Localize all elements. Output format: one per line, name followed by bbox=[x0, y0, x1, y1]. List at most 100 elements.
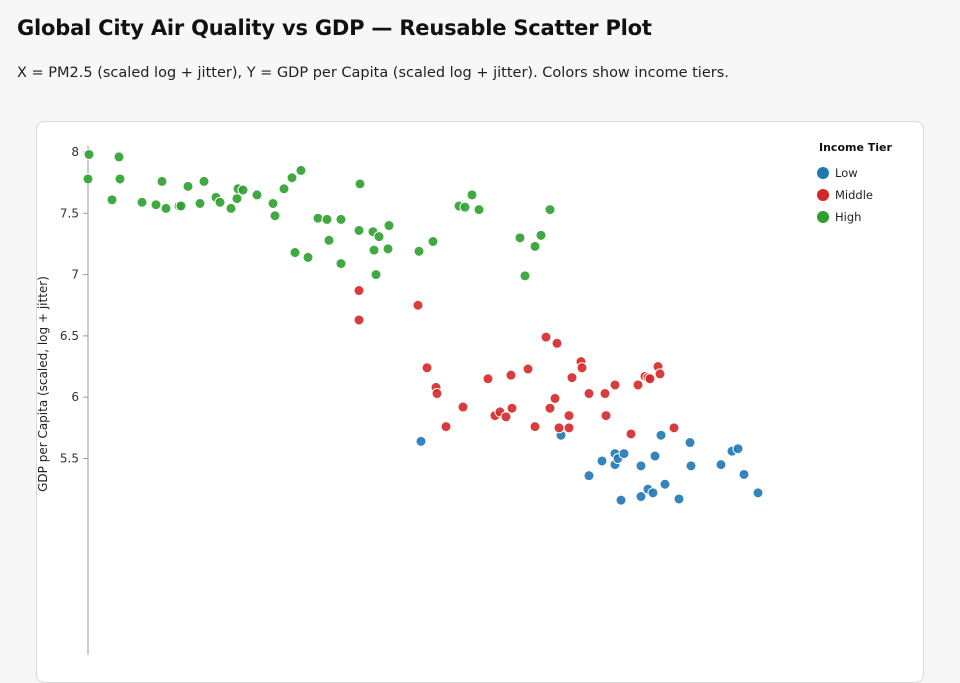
point-high bbox=[106, 194, 118, 206]
point-low bbox=[659, 478, 671, 490]
point-middle bbox=[566, 372, 578, 384]
point-middle bbox=[505, 369, 517, 381]
point-low bbox=[415, 435, 427, 447]
point-middle bbox=[529, 421, 541, 433]
y-tick-label: 8 bbox=[71, 145, 79, 159]
point-middle bbox=[600, 410, 612, 422]
point-middle bbox=[482, 373, 494, 385]
point-low bbox=[615, 494, 627, 506]
point-high bbox=[295, 164, 307, 176]
point-high bbox=[237, 184, 249, 196]
points-layer bbox=[82, 148, 764, 506]
point-middle bbox=[353, 285, 365, 297]
point-middle bbox=[540, 331, 552, 343]
point-middle bbox=[583, 388, 595, 400]
point-high bbox=[514, 232, 526, 244]
point-high bbox=[302, 251, 314, 263]
point-high bbox=[382, 243, 394, 255]
point-high bbox=[286, 172, 298, 184]
point-low bbox=[647, 487, 659, 499]
legend-swatch bbox=[817, 211, 829, 223]
point-middle bbox=[549, 392, 561, 404]
y-tick-label: 7.5 bbox=[60, 206, 79, 220]
point-high bbox=[231, 193, 243, 205]
point-low bbox=[684, 437, 696, 449]
page-title: Global City Air Quality vs GDP — Reusabl… bbox=[17, 16, 652, 40]
legend-label: Middle bbox=[835, 188, 873, 202]
point-high bbox=[519, 270, 531, 282]
point-middle bbox=[431, 388, 443, 400]
point-low bbox=[715, 459, 727, 471]
point-high bbox=[529, 240, 541, 252]
point-high bbox=[267, 197, 279, 209]
point-high bbox=[373, 231, 385, 243]
point-high bbox=[156, 175, 168, 187]
point-high bbox=[113, 151, 125, 163]
legend-label: High bbox=[835, 210, 861, 224]
point-low bbox=[685, 460, 697, 472]
point-low bbox=[732, 443, 744, 455]
point-middle bbox=[563, 422, 575, 434]
point-high bbox=[544, 204, 556, 216]
legend: Income Tier Low Middle High bbox=[817, 141, 892, 224]
point-high bbox=[225, 202, 237, 214]
legend-label: Low bbox=[835, 166, 858, 180]
point-high bbox=[269, 210, 281, 222]
y-axis: 8 7.5 7 6.5 6 5.5 bbox=[60, 145, 89, 655]
point-middle bbox=[544, 402, 556, 414]
y-axis-label: GDP per Capita (scaled, log + jitter) bbox=[36, 276, 50, 492]
point-low bbox=[618, 448, 630, 460]
point-high bbox=[251, 189, 263, 201]
point-middle bbox=[551, 337, 563, 349]
point-high bbox=[535, 229, 547, 241]
point-high bbox=[354, 178, 366, 190]
point-middle bbox=[576, 362, 588, 374]
point-high bbox=[136, 196, 148, 208]
point-low bbox=[655, 429, 667, 441]
point-middle bbox=[599, 388, 611, 400]
point-middle bbox=[668, 422, 680, 434]
point-low bbox=[752, 487, 764, 499]
point-high bbox=[335, 213, 347, 225]
point-high bbox=[321, 213, 333, 225]
point-high bbox=[413, 245, 425, 257]
y-tick-label: 6 bbox=[71, 390, 79, 404]
point-middle bbox=[412, 299, 424, 311]
scatter-plot: 8 7.5 7 6.5 6 5.5 GDP per Capita (scaled, log… bbox=[36, 141, 892, 655]
point-high bbox=[368, 244, 380, 256]
point-middle bbox=[553, 422, 565, 434]
point-high bbox=[150, 199, 162, 211]
point-middle bbox=[500, 411, 512, 423]
point-middle bbox=[440, 421, 452, 433]
point-middle bbox=[644, 373, 656, 385]
point-middle bbox=[654, 368, 666, 380]
point-high bbox=[466, 189, 478, 201]
point-high bbox=[182, 180, 194, 192]
point-middle bbox=[457, 401, 469, 413]
point-low bbox=[596, 455, 608, 467]
point-low bbox=[583, 470, 595, 482]
point-high bbox=[214, 196, 226, 208]
y-tick-label: 5.5 bbox=[60, 452, 79, 466]
point-high bbox=[335, 258, 347, 270]
chart-card: 8 7.5 7 6.5 6 5.5 GDP per Capita (scaled, log… bbox=[36, 121, 924, 683]
point-high bbox=[323, 234, 335, 246]
point-high bbox=[459, 201, 471, 213]
point-high bbox=[160, 202, 172, 214]
point-middle bbox=[563, 410, 575, 422]
point-high bbox=[289, 247, 301, 259]
point-high bbox=[83, 148, 95, 160]
point-low bbox=[635, 460, 647, 472]
point-high bbox=[194, 197, 206, 209]
point-middle bbox=[522, 363, 534, 375]
point-low bbox=[673, 493, 685, 505]
point-high bbox=[427, 235, 439, 247]
legend-item-high: High bbox=[817, 210, 861, 224]
legend-item-middle: Middle bbox=[817, 188, 873, 202]
y-tick-label: 7 bbox=[71, 268, 79, 282]
point-middle bbox=[632, 379, 644, 391]
point-high bbox=[114, 173, 126, 185]
point-middle bbox=[506, 402, 518, 414]
legend-title: Income Tier bbox=[819, 141, 892, 154]
point-high bbox=[473, 204, 485, 216]
